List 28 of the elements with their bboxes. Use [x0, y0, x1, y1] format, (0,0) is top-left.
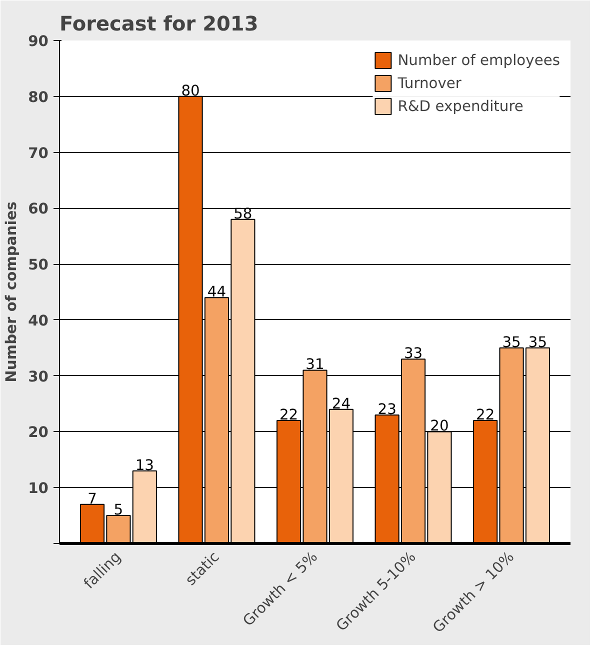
y-tick-label: 90: [28, 33, 49, 50]
data-label: 33: [404, 345, 423, 362]
legend-label: R&D expenditure: [398, 98, 524, 114]
data-label: 31: [306, 356, 324, 374]
y-axis-title: Number of companies: [3, 201, 20, 382]
y-tick-label: 60: [28, 200, 49, 218]
data-label: 7: [88, 490, 97, 508]
legend-label: Number of employees: [398, 52, 560, 68]
chart-title: Forecast for 2013: [60, 12, 258, 36]
data-label: 35: [502, 334, 521, 351]
legend-label: Turnover: [398, 74, 462, 92]
y-tick-label: 20: [28, 424, 49, 442]
data-label: 44: [207, 284, 226, 301]
data-label: 20: [430, 418, 449, 435]
data-label: 24: [332, 395, 351, 412]
y-tick-label: 40: [28, 312, 49, 330]
y-tick-label: 80: [28, 88, 49, 106]
data-label: 22: [476, 406, 495, 424]
data-label: 22: [279, 406, 298, 424]
y-tick-label: 30: [28, 368, 49, 386]
y-tick-label: 50: [28, 256, 49, 274]
y-tick-label: 70: [28, 144, 49, 162]
y-tick-label: 10: [28, 480, 49, 498]
data-label: 5: [114, 502, 124, 519]
data-label: 13: [135, 456, 154, 474]
data-label: 80: [181, 82, 200, 100]
data-label: 23: [378, 400, 396, 418]
data-label: 35: [528, 334, 548, 351]
